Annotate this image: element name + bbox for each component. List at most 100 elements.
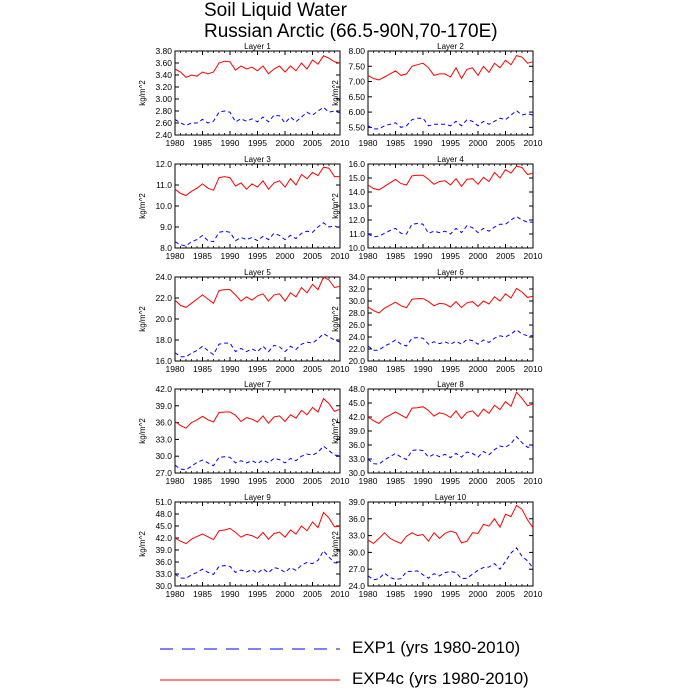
y-tick-label: 39.0 — [155, 545, 172, 555]
series-line-exp4c — [174, 55, 341, 78]
x-tick-label: 2010 — [331, 251, 350, 261]
y-tick-label: 30.0 — [155, 581, 172, 591]
x-tick-label: 2000 — [469, 138, 488, 148]
x-tick-label: 1990 — [221, 476, 240, 486]
y-tick-label: 10.0 — [348, 243, 365, 253]
x-tick-label: 1985 — [193, 589, 212, 599]
x-tick-label: 2005 — [303, 364, 322, 374]
chart-panel-layer-9: Layer 9 1980 1985 1990 1995 2000 2005 2010 30.0 3… — [138, 493, 350, 599]
x-tick-label: 2000 — [276, 138, 295, 148]
x-tick-label: 1980 — [359, 138, 378, 148]
plot-frame — [367, 501, 534, 587]
y-tick-label: 22.0 — [348, 344, 365, 354]
y-tick-label: 14.0 — [348, 187, 365, 197]
series-line-exp1 — [174, 549, 341, 579]
legend-label-exp1: EXP1 (yrs 1980-2010) — [352, 638, 521, 657]
y-axis-label: kg/m^2 — [331, 80, 340, 106]
y-tick-label: 7.50 — [348, 61, 365, 71]
plot-frame — [367, 50, 534, 136]
x-tick-label: 1980 — [166, 251, 185, 261]
y-tick-label: 51.0 — [155, 497, 172, 507]
y-tick-label: 6.00 — [348, 107, 365, 117]
y-tick-label: 33.0 — [348, 454, 365, 464]
plot-frame — [174, 163, 341, 249]
y-tick-label: 32.0 — [348, 284, 365, 294]
x-tick-label: 2005 — [303, 138, 322, 148]
panel-title: Layer 7 — [244, 380, 271, 389]
series-line-exp1 — [174, 333, 341, 358]
x-tick-label: 2005 — [496, 364, 515, 374]
y-tick-label: 3.80 — [155, 46, 172, 56]
x-tick-label: 1995 — [441, 251, 460, 261]
y-tick-label: 16.0 — [348, 159, 365, 169]
x-tick-label: 2005 — [303, 251, 322, 261]
panel-title: Layer 6 — [437, 268, 464, 277]
x-tick-label: 1995 — [441, 589, 460, 599]
series-line-exp1 — [367, 109, 534, 130]
x-tick-label: 1990 — [414, 138, 433, 148]
y-tick-label: 33.0 — [155, 569, 172, 579]
series-line-exp1 — [174, 222, 341, 247]
y-axis-label: kg/m^2 — [138, 193, 147, 219]
x-tick-label: 1990 — [221, 251, 240, 261]
y-tick-label: 42.0 — [348, 412, 365, 422]
x-tick-label: 1995 — [441, 476, 460, 486]
x-tick-label: 2000 — [469, 251, 488, 261]
y-tick-label: 3.60 — [155, 58, 172, 68]
x-tick-label: 1990 — [221, 364, 240, 374]
figure-title-block: Soil Liquid Water Russian Arctic (66.5-9… — [204, 0, 498, 42]
series-line-exp1 — [367, 547, 534, 581]
x-tick-label: 1990 — [414, 251, 433, 261]
y-tick-label: 39.0 — [348, 497, 365, 507]
y-tick-label: 9.0 — [160, 222, 172, 232]
x-tick-label: 1985 — [193, 476, 212, 486]
x-tick-label: 1995 — [248, 476, 267, 486]
x-tick-label: 2010 — [331, 589, 350, 599]
x-tick-label: 2010 — [524, 364, 543, 374]
y-tick-label: 33.0 — [155, 434, 172, 444]
x-tick-label: 2010 — [331, 364, 350, 374]
x-tick-label: 1985 — [386, 138, 405, 148]
figure-subtitle: Russian Arctic (66.5-90N,70-170E) — [204, 21, 498, 42]
series-line-exp4c — [174, 276, 341, 308]
y-tick-label: 20.0 — [348, 356, 365, 366]
panel-title: Layer 2 — [437, 42, 464, 51]
plot-frame — [174, 50, 341, 136]
y-tick-label: 27.0 — [348, 564, 365, 574]
y-tick-label: 27.0 — [155, 468, 172, 478]
chart-panel-layer-7: Layer 7 1980 1985 1990 1995 2000 2005 2010 27.0 3… — [138, 380, 350, 486]
plot-frame — [174, 501, 341, 587]
x-tick-label: 1985 — [386, 251, 405, 261]
y-tick-label: 6.50 — [348, 92, 365, 102]
x-tick-label: 1980 — [166, 476, 185, 486]
panel-title: Layer 4 — [437, 155, 464, 164]
series-line-exp1 — [174, 445, 341, 471]
series-line-exp1 — [367, 435, 534, 465]
y-tick-label: 36.0 — [348, 440, 365, 450]
y-tick-label: 18.0 — [155, 335, 172, 345]
x-tick-label: 1980 — [359, 589, 378, 599]
x-tick-label: 2000 — [469, 589, 488, 599]
y-tick-label: 22.0 — [155, 293, 172, 303]
y-tick-label: 5.50 — [348, 122, 365, 132]
y-tick-label: 36.0 — [155, 557, 172, 567]
x-tick-label: 1985 — [386, 364, 405, 374]
y-tick-label: 45.0 — [155, 521, 172, 531]
y-axis-label: kg/m^2 — [138, 306, 147, 332]
y-axis-label: kg/m^2 — [331, 306, 340, 332]
panel-title: Layer 5 — [244, 268, 271, 277]
y-axis-label: kg/m^2 — [138, 531, 147, 557]
panel-title: Layer 9 — [244, 493, 271, 502]
x-tick-label: 2000 — [276, 476, 295, 486]
plot-frame — [367, 276, 534, 362]
y-tick-label: 34.0 — [348, 272, 365, 282]
plot-frame — [174, 388, 341, 474]
y-tick-label: 15.0 — [348, 173, 365, 183]
y-tick-label: 11.0 — [349, 229, 365, 239]
x-tick-label: 1990 — [414, 476, 433, 486]
y-tick-label: 42.0 — [155, 533, 172, 543]
x-tick-label: 1980 — [166, 589, 185, 599]
y-tick-label: 11.0 — [156, 180, 172, 190]
